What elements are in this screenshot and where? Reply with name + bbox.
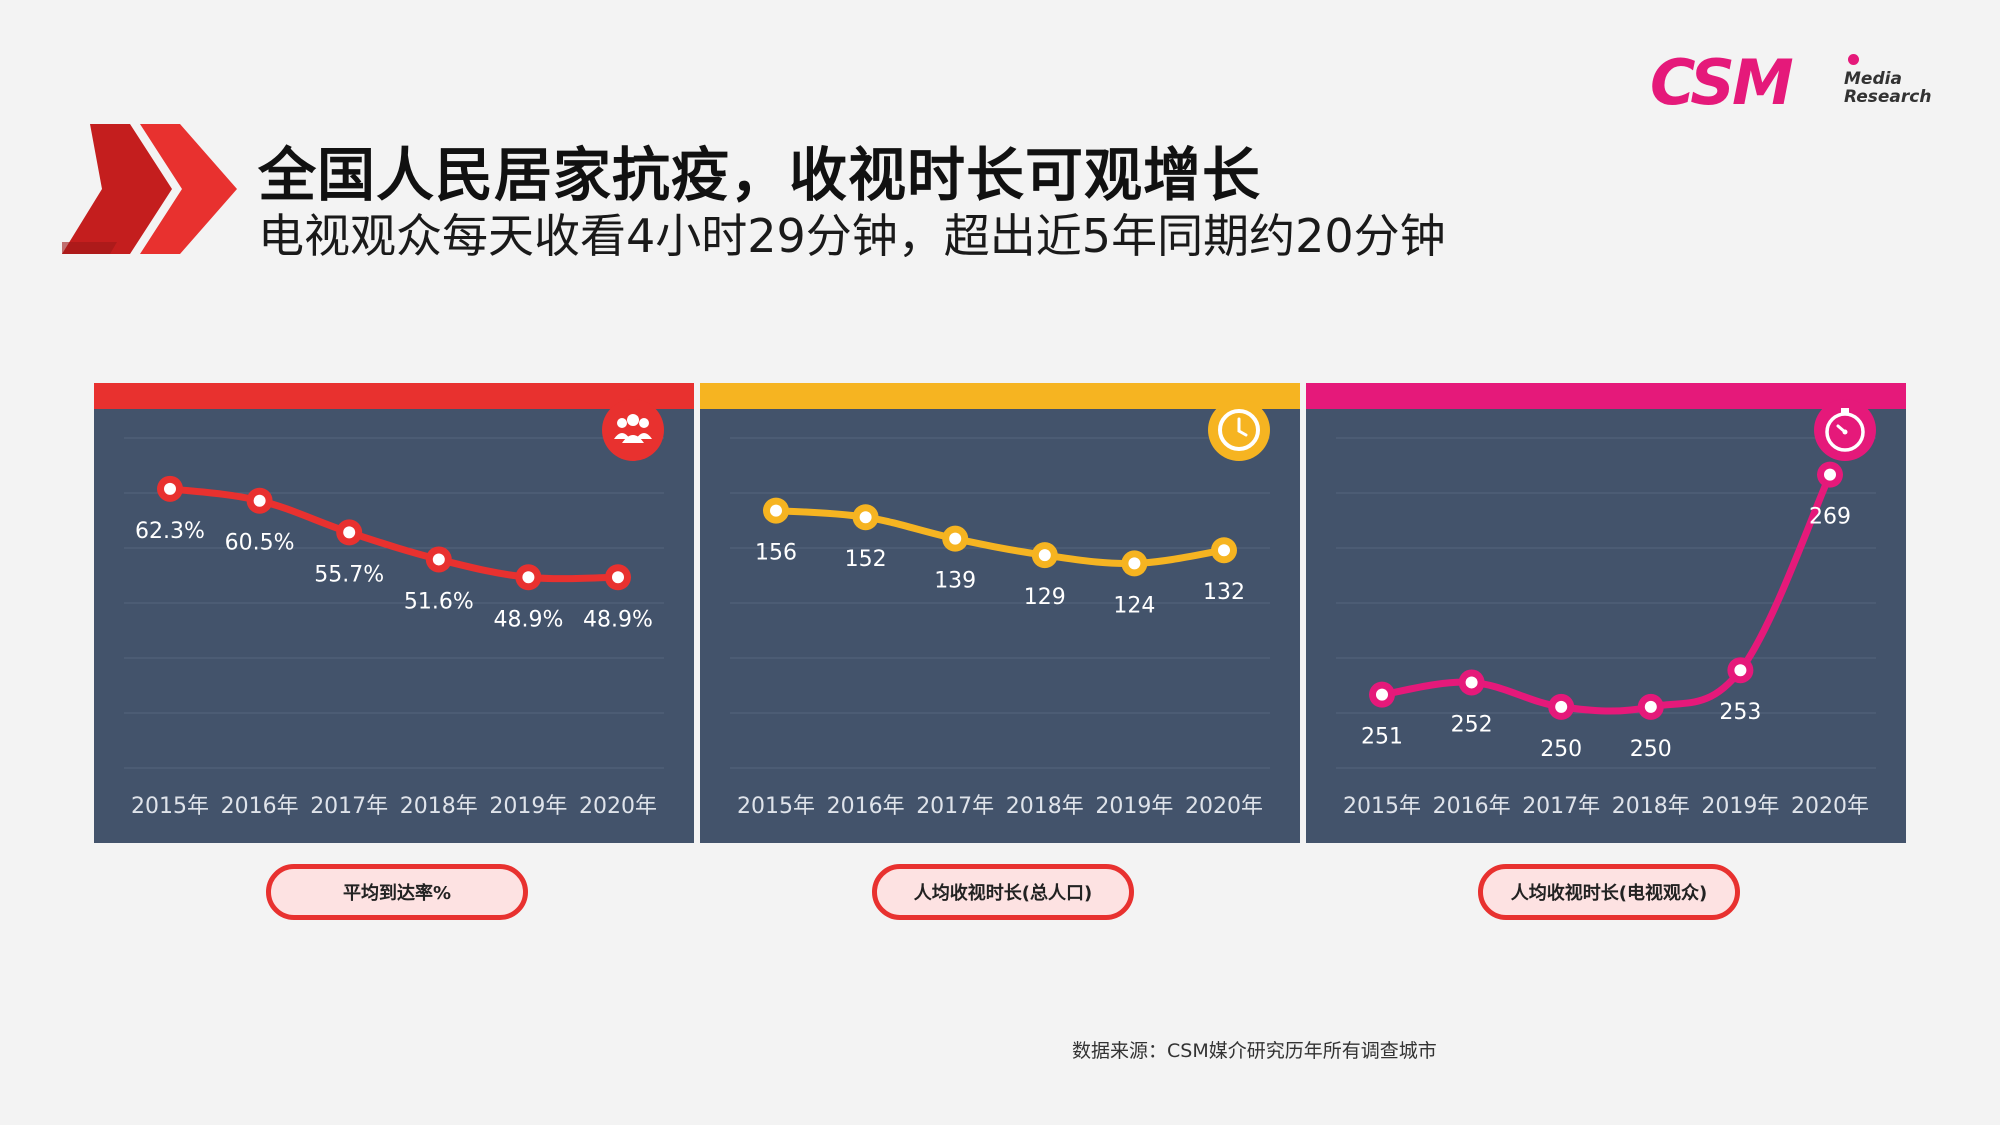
panel-top-bar	[1306, 383, 1906, 409]
data-label: 62.3%	[135, 519, 205, 544]
data-label: 156	[755, 541, 797, 566]
data-label: 124	[1113, 593, 1155, 618]
data-point-center	[253, 494, 266, 507]
chart-panel-time-viewers: 251 2015年 252 2016年 250 2017年 250 2018年 253 2019年…	[1306, 383, 1906, 843]
time-viewers-line-chart: 251 2015年 252 2016年 250 2017年 250 2018年 253 2019年…	[1336, 437, 1876, 819]
data-point-center	[522, 571, 535, 584]
data-label: 250	[1540, 737, 1582, 762]
chart-panel-reach: 62.3% 2015年 60.5% 2016年 55.7% 2017年 51.6% 2018年…	[94, 383, 694, 843]
data-point-center	[859, 511, 872, 524]
x-tick-label: 2020年	[1791, 794, 1869, 819]
data-point-center	[1218, 544, 1230, 557]
data-point-center	[770, 504, 782, 517]
data-point-center	[432, 553, 445, 566]
data-label: 129	[1024, 585, 1066, 610]
x-tick-label: 2016年	[1433, 794, 1511, 819]
x-tick-label: 2020年	[1185, 794, 1263, 819]
series-line	[772, 507, 1228, 568]
logo-dot	[1848, 54, 1859, 65]
data-point-center	[1644, 700, 1657, 713]
chart-label-time-viewers: 人均收视时长(电视观众)	[1478, 864, 1740, 920]
x-tick-label: 2019年	[489, 794, 567, 819]
x-tick-label: 2017年	[310, 794, 388, 819]
data-point-center	[1128, 557, 1141, 570]
stopwatch-icon-badge	[1814, 399, 1876, 461]
chart-panel-time-total: 156 2015年 152 2016年 139 2017年 129 2018年 124 2019年…	[700, 383, 1300, 843]
data-point-center	[1734, 664, 1747, 677]
logo-sub-line1: Media	[1844, 69, 1902, 89]
logo-main-text: CSM	[1650, 46, 1794, 119]
data-label: 139	[934, 569, 976, 594]
x-tick-label: 2018年	[1612, 794, 1690, 819]
data-label: 48.9%	[493, 607, 563, 632]
x-tick-label: 2015年	[1343, 794, 1421, 819]
data-label: 51.6%	[404, 589, 474, 614]
reach-line-chart: 62.3% 2015年 60.5% 2016年 55.7% 2017年 51.6% 2018年…	[124, 437, 664, 819]
x-tick-label: 2018年	[1006, 794, 1084, 819]
x-tick-label: 2017年	[916, 794, 994, 819]
page-title: 全国人民居家抗疫，收视时长可观增长	[258, 141, 1262, 209]
series-line	[1378, 471, 1834, 715]
x-tick-label: 2017年	[1522, 794, 1600, 819]
stopwatch-icon	[1825, 408, 1865, 452]
people-icon	[614, 414, 652, 443]
data-point-center	[343, 526, 356, 539]
panel-top-bar	[94, 383, 694, 409]
x-tick-label: 2015年	[737, 794, 815, 819]
data-point-center	[612, 571, 624, 584]
clock-icon	[1218, 409, 1260, 451]
x-tick-label: 2019年	[1095, 794, 1173, 819]
data-point-center	[1824, 468, 1836, 481]
data-label: 251	[1361, 725, 1403, 750]
data-point-center	[949, 532, 962, 545]
data-label: 55.7%	[314, 562, 384, 587]
x-tick-label: 2020年	[579, 794, 657, 819]
x-tick-label: 2018年	[400, 794, 478, 819]
data-label: 132	[1203, 580, 1245, 605]
x-tick-label: 2016年	[221, 794, 299, 819]
chart-label-time-total: 人均收视时长(总人口)	[872, 864, 1134, 920]
data-point-center	[164, 482, 176, 495]
data-label: 269	[1809, 505, 1851, 530]
data-label: 253	[1719, 700, 1761, 725]
clock-icon-badge	[1208, 399, 1270, 461]
data-label: 48.9%	[583, 607, 653, 632]
time-total-line-chart: 156 2015年 152 2016年 139 2017年 129 2018年 124 2019年…	[730, 437, 1270, 819]
x-tick-label: 2016年	[827, 794, 905, 819]
panel-top-bar	[700, 383, 1300, 409]
data-point-center	[1555, 700, 1568, 713]
chart-label-reach: 平均到达率%	[266, 864, 528, 920]
x-tick-label: 2015年	[131, 794, 209, 819]
csm-logo: CSM Media Research	[1650, 48, 1940, 118]
data-label: 252	[1451, 712, 1493, 737]
people-icon-badge	[602, 399, 664, 461]
logo-sub-line2: Research	[1844, 87, 1932, 107]
data-point-center	[1376, 688, 1388, 701]
data-label: 152	[845, 547, 887, 572]
chevron-arrows-icon	[62, 124, 237, 254]
data-label: 60.5%	[225, 531, 295, 556]
page-subtitle: 电视观众每天收看4小时29分钟，超出近5年同期约20分钟	[258, 209, 1446, 263]
data-point-center	[1465, 676, 1478, 689]
data-source-note: 数据来源：CSM媒介研究历年所有调查城市	[1072, 1040, 1437, 1062]
logo-sub-text: Media Research	[1844, 70, 1931, 106]
data-label: 250	[1630, 737, 1672, 762]
data-point-center	[1038, 549, 1051, 562]
x-tick-label: 2019年	[1701, 794, 1779, 819]
